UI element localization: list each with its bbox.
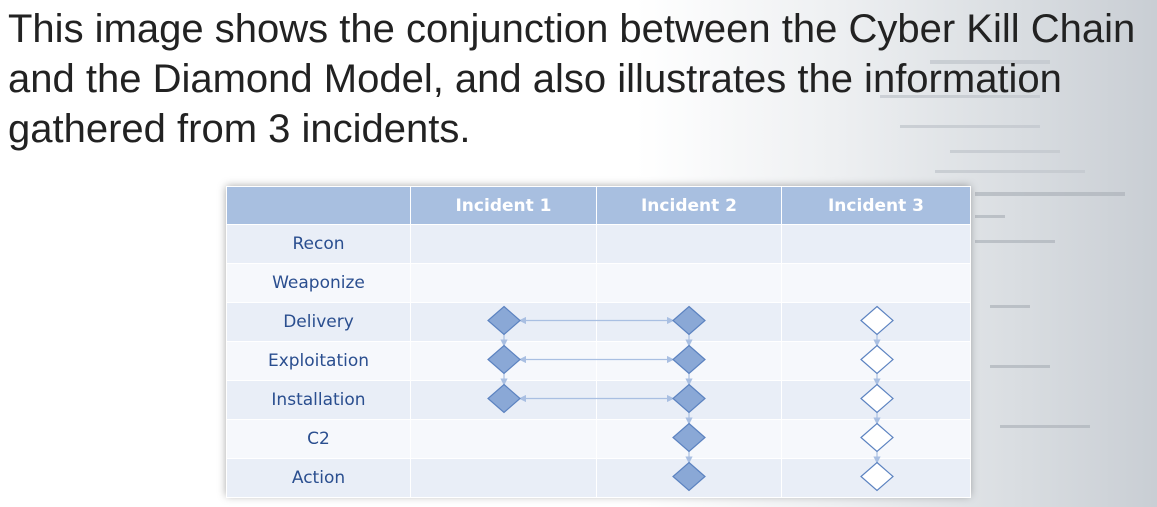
header-row: Incident 1 Incident 2 Incident 3 xyxy=(226,186,971,225)
cell xyxy=(596,302,782,342)
cell xyxy=(410,380,597,420)
cell xyxy=(781,302,971,342)
table-row: C2 xyxy=(226,419,971,459)
kill-chain-diamond-table: Incident 1 Incident 2 Incident 3 Recon W… xyxy=(226,186,971,498)
cell xyxy=(781,380,971,420)
cell xyxy=(596,419,782,459)
caption-text: This image shows the conjunction between… xyxy=(8,7,1136,151)
cell xyxy=(596,380,782,420)
table-row: Action xyxy=(226,458,971,498)
table-row: Delivery xyxy=(226,302,971,342)
incident-2-header: Incident 2 xyxy=(596,186,782,225)
table-row: Recon xyxy=(226,224,971,264)
cell xyxy=(410,224,597,264)
cell xyxy=(596,263,782,303)
cell xyxy=(781,224,971,264)
phase-c2: C2 xyxy=(226,419,411,459)
cell xyxy=(781,341,971,381)
phase-installation: Installation xyxy=(226,380,411,420)
phase-weaponize: Weaponize xyxy=(226,263,411,303)
phase-recon: Recon xyxy=(226,224,411,264)
cell xyxy=(410,341,597,381)
cell xyxy=(410,419,597,459)
table-row: Installation xyxy=(226,380,971,420)
phase-action: Action xyxy=(226,458,411,498)
cell xyxy=(410,263,597,303)
phase-exploitation: Exploitation xyxy=(226,341,411,381)
incident-1-header: Incident 1 xyxy=(410,186,597,225)
kill-chain-table-panel: Incident 1 Incident 2 Incident 3 Recon W… xyxy=(226,186,971,498)
cell xyxy=(781,458,971,498)
phase-delivery: Delivery xyxy=(226,302,411,342)
cell xyxy=(781,263,971,303)
table-row: Weaponize xyxy=(226,263,971,303)
cell xyxy=(410,302,597,342)
incident-3-header: Incident 3 xyxy=(781,186,971,225)
table-row: Exploitation xyxy=(226,341,971,381)
cell xyxy=(410,458,597,498)
cell xyxy=(596,224,782,264)
cell xyxy=(781,419,971,459)
cell xyxy=(596,458,782,498)
cell xyxy=(596,341,782,381)
corner-header xyxy=(226,186,411,225)
